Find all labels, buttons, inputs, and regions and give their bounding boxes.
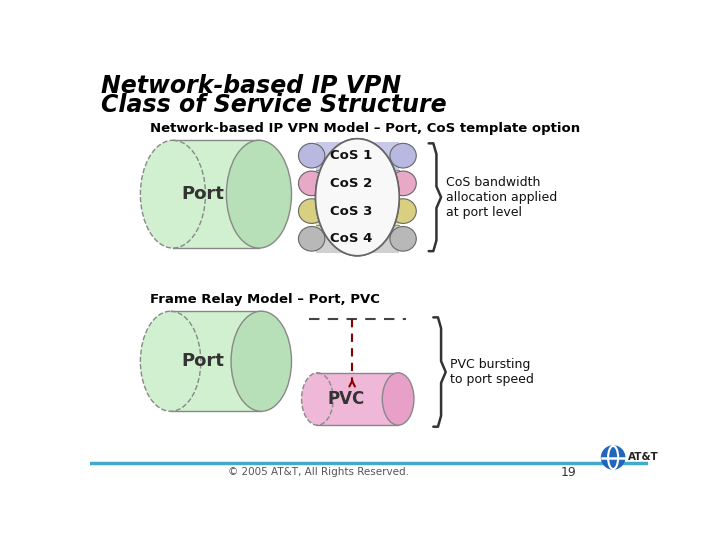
Text: Network-based IP VPN Model – Port, CoS template option: Network-based IP VPN Model – Port, CoS t… — [150, 122, 580, 135]
Text: Port: Port — [181, 352, 224, 370]
Text: 19: 19 — [561, 465, 577, 478]
Text: CoS 4: CoS 4 — [330, 232, 372, 245]
Bar — [315, 142, 399, 170]
Bar — [315, 170, 399, 197]
Bar — [318, 373, 398, 425]
Text: CoS 1: CoS 1 — [330, 149, 372, 162]
Ellipse shape — [140, 311, 201, 411]
Ellipse shape — [382, 373, 414, 425]
Text: © 2005 AT&T, All Rights Reserved.: © 2005 AT&T, All Rights Reserved. — [228, 467, 409, 477]
Bar — [171, 311, 261, 411]
Ellipse shape — [299, 171, 325, 195]
Ellipse shape — [315, 139, 399, 256]
Ellipse shape — [390, 226, 416, 251]
Ellipse shape — [231, 311, 292, 411]
Ellipse shape — [226, 140, 292, 248]
Ellipse shape — [302, 373, 333, 425]
Text: Network-based IP VPN: Network-based IP VPN — [101, 74, 401, 98]
Ellipse shape — [299, 199, 325, 224]
Ellipse shape — [601, 446, 625, 469]
Text: AT&T: AT&T — [628, 453, 659, 462]
Bar — [315, 197, 399, 225]
Ellipse shape — [299, 143, 325, 168]
Ellipse shape — [390, 143, 416, 168]
Text: PVC: PVC — [327, 390, 364, 408]
Text: CoS bandwidth
allocation applied
at port level: CoS bandwidth allocation applied at port… — [446, 176, 557, 219]
Text: Frame Relay Model – Port, PVC: Frame Relay Model – Port, PVC — [150, 293, 380, 306]
Bar — [173, 140, 259, 248]
Ellipse shape — [390, 171, 416, 195]
Text: Port: Port — [181, 185, 225, 203]
Ellipse shape — [315, 139, 399, 256]
Text: CoS 2: CoS 2 — [330, 177, 372, 190]
Ellipse shape — [390, 199, 416, 224]
Ellipse shape — [140, 140, 205, 248]
Text: Class of Service Structure: Class of Service Structure — [101, 93, 446, 117]
Bar — [315, 225, 399, 253]
Ellipse shape — [299, 226, 325, 251]
Text: PVC bursting
to port speed: PVC bursting to port speed — [451, 358, 534, 386]
Text: CoS 3: CoS 3 — [330, 205, 372, 218]
